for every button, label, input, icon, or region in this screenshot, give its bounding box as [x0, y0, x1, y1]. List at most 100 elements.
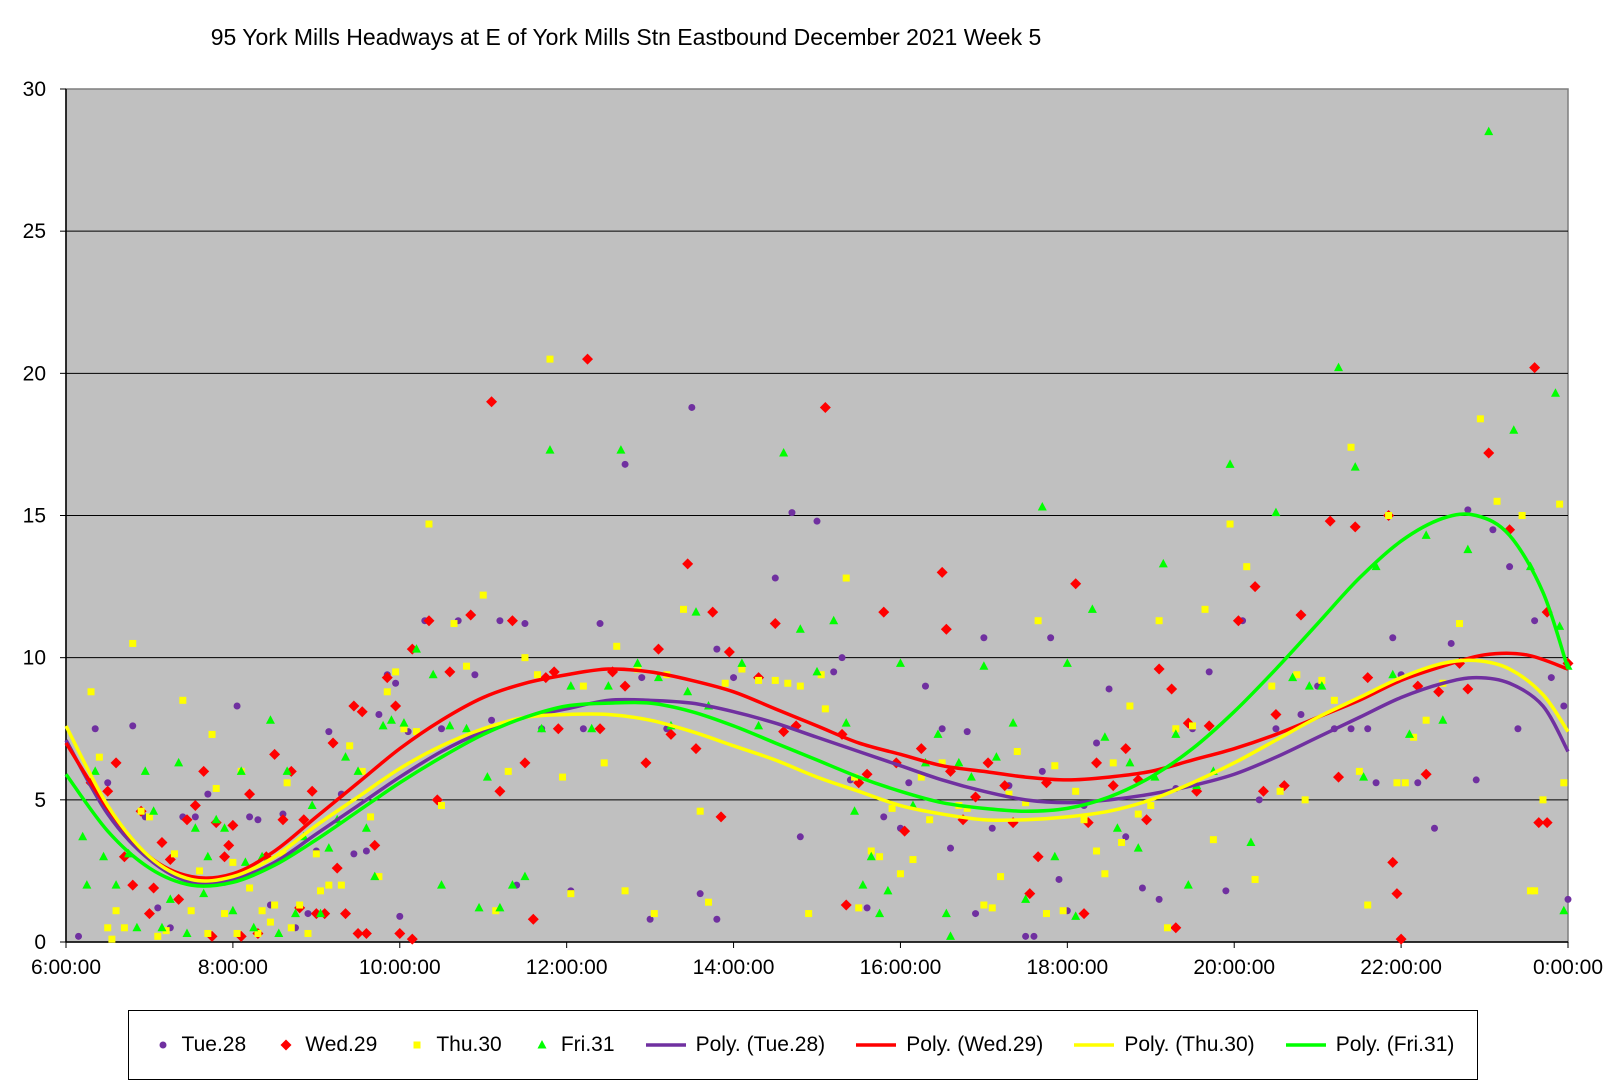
data-point-fri-31 [1246, 837, 1256, 846]
legend-swatch [159, 1041, 167, 1049]
data-point-thu-30 [613, 642, 621, 650]
data-point-tue-28 [104, 779, 112, 787]
data-point-thu-30 [1209, 836, 1217, 844]
data-point-tue-28 [1531, 617, 1539, 625]
data-point-tue-28 [646, 915, 654, 923]
data-point-thu-30 [1101, 870, 1109, 878]
data-point-tue-28 [129, 722, 137, 730]
x-tick-label: 14:00:00 [693, 956, 775, 979]
data-point-thu-30 [358, 767, 366, 775]
data-point-tue-28 [963, 728, 971, 736]
data-point-thu-30 [1093, 847, 1101, 855]
data-point-tue-28 [521, 620, 529, 628]
data-point-fri-31 [966, 772, 976, 781]
data-point-wed-29 [970, 791, 982, 803]
legend-item: Poly. (Fri.31) [1284, 1033, 1454, 1057]
data-point-fri-31 [99, 851, 109, 861]
data-point-fri-31 [1559, 905, 1569, 915]
data-point-fri-31 [1334, 362, 1344, 372]
data-point-tue-28 [688, 403, 696, 411]
data-point-fri-31 [979, 661, 989, 670]
data-point-fri-31 [1463, 544, 1473, 554]
data-point-fri-31 [866, 851, 876, 861]
data-point-thu-30 [1080, 816, 1088, 824]
data-point-tue-28 [579, 725, 587, 733]
data-point-thu-30 [1042, 910, 1050, 918]
data-point-wed-29 [381, 672, 393, 684]
data-point-fri-31 [1388, 669, 1398, 679]
gridlines [66, 230, 1568, 801]
data-point-thu-30 [721, 679, 729, 687]
data-point-thu-30 [1385, 512, 1393, 519]
data-point-thu-30 [963, 804, 971, 812]
data-point-thu-30 [696, 807, 704, 815]
data-point-wed-29 [223, 839, 235, 851]
data-point-wed-29 [1395, 933, 1407, 945]
data-point-fri-31 [1050, 851, 1060, 861]
data-point-thu-30 [233, 929, 241, 937]
data-point-thu-30 [855, 904, 863, 912]
data-point-fri-31 [228, 905, 238, 915]
data-point-fri-31 [1158, 558, 1168, 568]
data-point-thu-30 [1401, 779, 1409, 787]
data-point-fri-31 [941, 908, 951, 918]
chart-title: 95 York Mills Headways at E of York Mill… [210, 24, 1042, 50]
data-point-tue-28 [1022, 932, 1030, 940]
data-point-wed-29 [1420, 768, 1432, 780]
data-point-fri-31 [1550, 388, 1560, 397]
data-point-fri-31 [1125, 757, 1135, 767]
data-point-fri-31 [203, 851, 213, 861]
data-point-wed-29 [652, 643, 664, 655]
data-point-tue-28 [947, 844, 955, 852]
data-point-fri-31 [1071, 911, 1081, 920]
data-point-thu-30 [771, 676, 779, 684]
data-point-thu-30 [867, 847, 875, 855]
data-point-fri-31 [737, 658, 747, 667]
data-point-thu-30 [208, 730, 216, 738]
data-point-fri-31 [1288, 672, 1298, 682]
data-point-tue-28 [1364, 725, 1372, 733]
data-point-wed-29 [1024, 888, 1036, 900]
data-point-tue-28 [1222, 887, 1230, 895]
data-point-thu-30 [137, 807, 145, 815]
data-point-fri-31 [1555, 621, 1565, 630]
data-point-wed-29 [1153, 663, 1165, 675]
data-point-wed-29 [506, 615, 518, 627]
data-point-fri-31 [545, 445, 555, 454]
data-point-tue-28 [362, 847, 370, 855]
data-point-fri-31 [587, 723, 597, 733]
data-point-fri-31 [265, 715, 275, 724]
data-point-fri-31 [1183, 880, 1193, 889]
data-point-tue-28 [696, 890, 704, 898]
data-point-thu-30 [337, 881, 345, 889]
data-point-wed-29 [1433, 686, 1445, 698]
data-point-fri-31 [1171, 729, 1181, 738]
data-point-thu-30 [1347, 443, 1355, 451]
data-point-thu-30 [383, 688, 391, 696]
data-point-wed-29 [940, 623, 952, 635]
data-point-wed-29 [189, 800, 201, 812]
data-point-thu-30 [1355, 767, 1363, 775]
data-point-wed-29 [156, 836, 168, 848]
data-point-thu-30 [367, 813, 375, 821]
data-point-fri-31 [445, 720, 455, 730]
data-point-fri-31 [111, 880, 121, 889]
data-point-wed-29 [1249, 581, 1261, 593]
data-point-thu-30 [279, 850, 287, 858]
data-point-tue-28 [1155, 895, 1163, 903]
data-point-wed-29 [1349, 521, 1361, 533]
data-point-fri-31 [149, 806, 159, 815]
data-point-fri-31 [165, 894, 175, 903]
data-point-tue-28 [1205, 668, 1213, 676]
data-point-tue-28 [1472, 776, 1480, 784]
data-point-thu-30 [212, 784, 220, 792]
data-point-fri-31 [482, 772, 492, 781]
y-tick-label: 30 [23, 78, 46, 101]
data-point-thu-30 [1022, 799, 1030, 807]
data-point-thu-30 [1201, 605, 1209, 613]
y-tick-label: 5 [34, 789, 46, 812]
data-point-fri-31 [1438, 715, 1448, 724]
data-point-tue-28 [813, 517, 821, 525]
legend-marker [280, 1039, 292, 1051]
data-point-wed-29 [340, 908, 352, 920]
